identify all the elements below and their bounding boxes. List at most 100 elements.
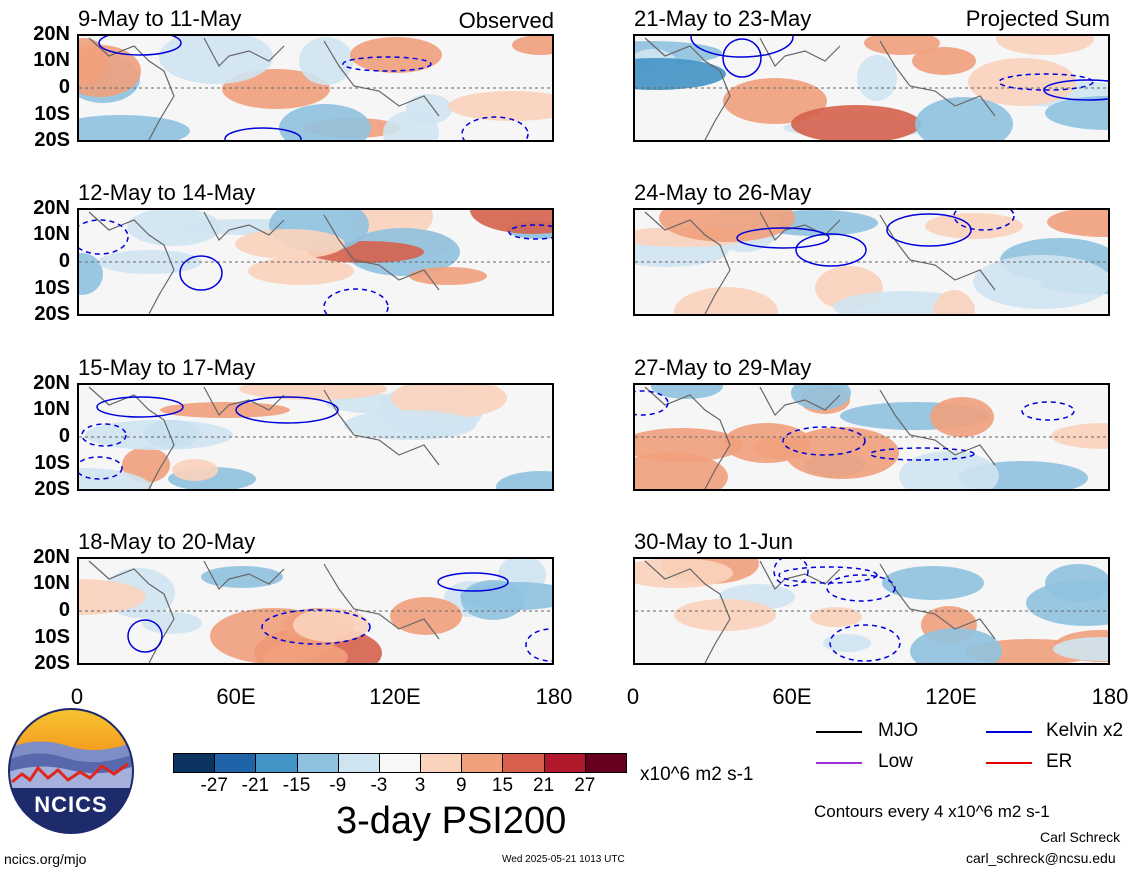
anomaly-shading <box>79 579 146 615</box>
lon-tick-label: 0 <box>626 684 640 709</box>
colorbar-swatch <box>420 753 463 773</box>
anomaly-shading <box>674 599 776 631</box>
anomaly-shading <box>674 287 778 314</box>
map-field <box>79 36 552 140</box>
ncics-logo: NCICS <box>8 708 134 834</box>
kelvin-contour <box>722 38 762 78</box>
lat-tick-label: 10N <box>33 49 70 71</box>
panel-title: 12-May to 14-May <box>78 180 256 205</box>
legend-line-kelvin <box>986 731 1032 733</box>
lat-tick-label: 20S <box>34 652 70 674</box>
kelvin-contour <box>953 210 1015 231</box>
coastline <box>88 211 440 314</box>
anomaly-shading <box>864 36 940 55</box>
kelvin-contour <box>235 396 339 424</box>
footer-timestamp: Wed 2025-05-21 1013 UTC <box>502 854 625 865</box>
legend-line-mjo <box>816 731 862 733</box>
map-field <box>79 210 552 314</box>
legend-line-low <box>816 762 862 764</box>
anomaly-shading <box>85 420 233 450</box>
kelvin-contour <box>1043 79 1108 101</box>
coastline <box>644 386 996 489</box>
anomaly-shading <box>659 210 795 242</box>
colorbar-tick-label: -21 <box>241 775 270 796</box>
map-field <box>79 559 552 663</box>
lat-tick-label: 10S <box>34 626 70 648</box>
lat-tick-label: 20N <box>33 197 70 219</box>
anomaly-shading <box>930 397 994 437</box>
colorbar-units: x10^6 m2 s-1 <box>640 764 754 785</box>
colorbar-tick-label: 9 <box>455 775 467 796</box>
colorbar-swatch <box>461 753 504 773</box>
colorbar-tick-label: 27 <box>574 775 596 796</box>
lat-tick-label: 0 <box>58 250 70 272</box>
anomaly-shading <box>996 36 1094 55</box>
anomaly-shading <box>201 566 283 588</box>
anomaly-shading <box>791 385 851 410</box>
kelvin-contour <box>96 396 184 418</box>
map-panel <box>633 34 1110 142</box>
footer-email[interactable]: carl_schreck@ncsu.edu <box>966 850 1116 866</box>
anomaly-shading <box>910 628 1002 663</box>
lon-tick-label: 0 <box>70 684 84 709</box>
kelvin-contour <box>437 572 509 592</box>
anomaly-shading <box>279 104 371 140</box>
kelvin-contour <box>224 127 302 140</box>
colorbar-tick-label: -3 <box>370 775 388 796</box>
map-panel <box>77 34 554 142</box>
panel-title: 24-May to 26-May <box>634 180 812 205</box>
lat-tick-label: 10S <box>34 103 70 125</box>
anomaly-shading <box>1051 423 1108 449</box>
colorbar-swatch <box>255 753 298 773</box>
anomaly-shading <box>248 257 354 285</box>
colorbar-swatch <box>214 753 257 773</box>
lat-tick-label: 20S <box>34 129 70 151</box>
anomaly-shading <box>299 37 353 85</box>
kelvin-contour <box>342 56 432 72</box>
map-panel <box>77 383 554 491</box>
colorbar-swatch <box>173 753 216 773</box>
lat-tick-label: 10N <box>33 572 70 594</box>
lon-tick-label: 120E <box>925 684 977 709</box>
anomaly-shading <box>1045 564 1108 602</box>
map-panel <box>633 208 1110 316</box>
panel-title: 9-May to 11-May <box>78 6 242 31</box>
anomaly-shading <box>1053 637 1108 661</box>
lat-tick-label: 10N <box>33 398 70 420</box>
anomaly-shading <box>235 229 345 259</box>
anomaly-shading <box>98 250 202 274</box>
kelvin-contour <box>79 219 129 255</box>
kelvin-contour <box>1021 401 1075 421</box>
colorbar-swatch <box>502 753 545 773</box>
panel-tag: Projected Sum <box>965 6 1110 31</box>
lat-tick-label: 0 <box>58 599 70 621</box>
kelvin-contour <box>323 288 389 314</box>
map-field <box>635 559 1108 663</box>
anomaly-shading <box>293 608 369 642</box>
coastline <box>88 386 440 489</box>
legend-line-er <box>986 762 1032 764</box>
anomaly-shading <box>470 210 552 234</box>
colorbar-title: 3-day PSI200 <box>336 800 567 842</box>
colorbar-tick-label: 15 <box>491 775 514 796</box>
ncics-logo-icon <box>8 708 134 834</box>
kelvin-contour <box>826 574 896 602</box>
map-field <box>635 210 1108 314</box>
anomaly-shading <box>857 55 897 101</box>
anomaly-shading <box>344 410 476 440</box>
kelvin-contour <box>508 224 552 240</box>
logo-text: NCICS <box>34 792 108 817</box>
anomaly-shading <box>973 255 1108 309</box>
anomaly-shading <box>390 597 462 635</box>
panel-title: 30-May to 1-Jun <box>634 529 793 554</box>
map-panel <box>77 557 554 665</box>
lat-tick-label: 20N <box>33 546 70 568</box>
anomaly-shading <box>899 451 999 489</box>
anomaly-shading <box>810 607 862 627</box>
anomaly-shading <box>79 115 190 140</box>
lat-tick-label: 10S <box>34 277 70 299</box>
anomaly-shading <box>823 634 871 652</box>
footer-url[interactable]: ncics.org/mjo <box>4 851 87 867</box>
anomaly-shading <box>635 559 733 588</box>
anomaly-shading <box>496 471 552 489</box>
